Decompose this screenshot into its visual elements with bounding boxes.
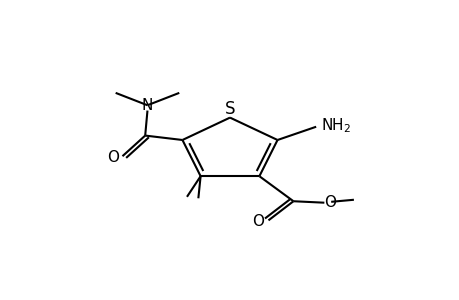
Text: O: O bbox=[252, 214, 264, 229]
Text: S: S bbox=[224, 100, 235, 118]
Text: O: O bbox=[107, 150, 119, 165]
Text: NH$_2$: NH$_2$ bbox=[320, 116, 350, 135]
Text: N: N bbox=[141, 98, 153, 113]
Text: O: O bbox=[323, 195, 335, 210]
Text: methyl line below: methyl line below bbox=[190, 204, 202, 205]
